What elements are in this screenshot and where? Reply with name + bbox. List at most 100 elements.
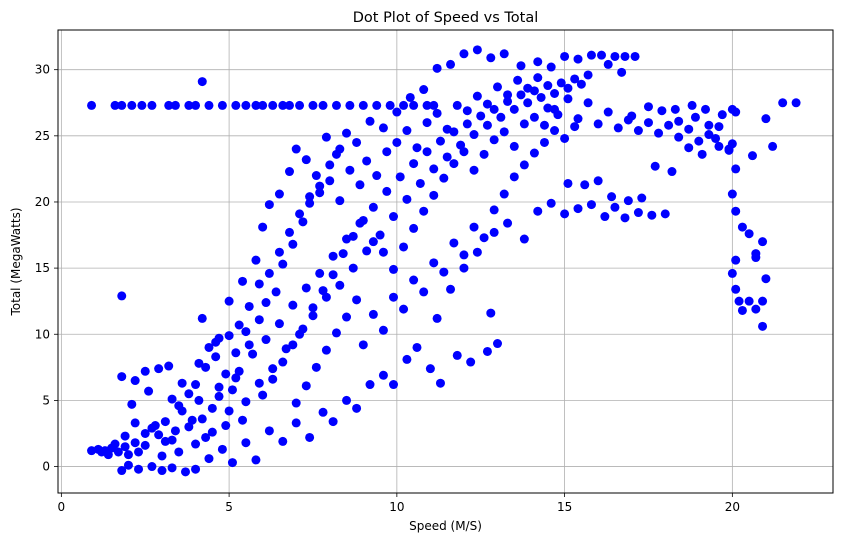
data-point — [120, 431, 130, 441]
y-tick-label: 0 — [42, 460, 50, 474]
data-point — [254, 279, 264, 289]
data-point — [87, 100, 97, 110]
data-point — [147, 462, 157, 472]
data-point — [573, 114, 583, 124]
data-point — [727, 189, 737, 199]
data-point — [378, 325, 388, 335]
data-point — [533, 73, 543, 83]
data-point — [459, 147, 469, 157]
data-point — [264, 268, 274, 278]
data-point — [586, 200, 596, 210]
plot-frame — [57, 29, 834, 494]
data-point — [711, 133, 721, 143]
data-point — [409, 275, 419, 285]
data-point — [174, 401, 184, 411]
data-point — [284, 100, 294, 110]
data-point — [768, 141, 778, 151]
data-point — [251, 455, 261, 465]
data-point — [583, 70, 593, 80]
data-point — [583, 98, 593, 108]
data-point — [758, 237, 768, 247]
data-point — [221, 369, 231, 379]
data-point — [731, 284, 741, 294]
data-point — [761, 114, 771, 124]
data-point — [731, 164, 741, 174]
data-point — [117, 372, 127, 382]
data-point — [160, 417, 170, 427]
data-point — [274, 319, 284, 329]
data-point — [442, 152, 452, 162]
data-point — [714, 141, 724, 151]
data-point — [449, 238, 459, 248]
data-point — [472, 45, 482, 55]
data-point — [352, 137, 362, 147]
data-point — [543, 103, 553, 113]
data-point — [238, 415, 248, 425]
data-point — [499, 49, 509, 59]
data-point — [385, 100, 395, 110]
data-point — [402, 126, 412, 136]
data-point — [603, 59, 613, 69]
data-point — [140, 428, 150, 438]
data-point — [284, 227, 294, 237]
data-point — [331, 328, 341, 338]
data-point — [405, 92, 415, 102]
data-point — [328, 270, 338, 280]
data-point — [791, 98, 801, 108]
data-point — [643, 118, 653, 128]
data-point — [717, 110, 727, 120]
data-point — [536, 92, 546, 102]
x-tick-label: 15 — [557, 500, 572, 514]
data-point — [503, 90, 513, 100]
data-point — [724, 144, 734, 154]
data-point — [348, 263, 358, 273]
data-point — [204, 100, 214, 110]
data-point — [664, 120, 674, 130]
data-point — [140, 440, 150, 450]
data-point — [130, 438, 140, 448]
data-point — [268, 100, 278, 110]
data-point — [174, 447, 184, 457]
data-point — [737, 222, 747, 232]
data-point — [429, 190, 439, 200]
data-point — [328, 251, 338, 261]
data-point — [684, 143, 694, 153]
data-point — [234, 320, 244, 330]
data-point — [412, 342, 422, 352]
data-point — [560, 209, 570, 219]
data-point — [157, 466, 167, 476]
data-point — [338, 249, 348, 259]
data-point — [167, 435, 177, 445]
data-point — [358, 100, 368, 110]
data-point — [452, 350, 462, 360]
data-point — [288, 300, 298, 310]
data-point — [607, 192, 617, 202]
data-point — [617, 67, 627, 77]
data-point — [422, 118, 432, 128]
data-point — [214, 333, 224, 343]
data-point — [751, 304, 761, 314]
y-tick-label: 20 — [35, 195, 50, 209]
data-point — [365, 116, 375, 126]
data-point — [731, 206, 741, 216]
data-point — [184, 422, 194, 432]
data-point — [539, 120, 549, 130]
data-point — [429, 100, 439, 110]
data-point — [435, 378, 445, 388]
data-point — [539, 137, 549, 147]
data-point — [217, 444, 227, 454]
data-point — [191, 380, 201, 390]
y-tick-label: 15 — [35, 261, 50, 275]
data-point — [123, 450, 133, 460]
data-point — [154, 430, 164, 440]
data-point — [191, 464, 201, 474]
data-point — [519, 160, 529, 170]
data-point — [657, 106, 667, 116]
y-axis-label: Total (MegaWatts) — [9, 207, 23, 316]
data-point — [446, 59, 456, 69]
data-point — [164, 361, 174, 371]
data-point — [650, 161, 660, 171]
data-point — [201, 362, 211, 372]
data-point — [305, 192, 315, 202]
data-point — [295, 100, 305, 110]
